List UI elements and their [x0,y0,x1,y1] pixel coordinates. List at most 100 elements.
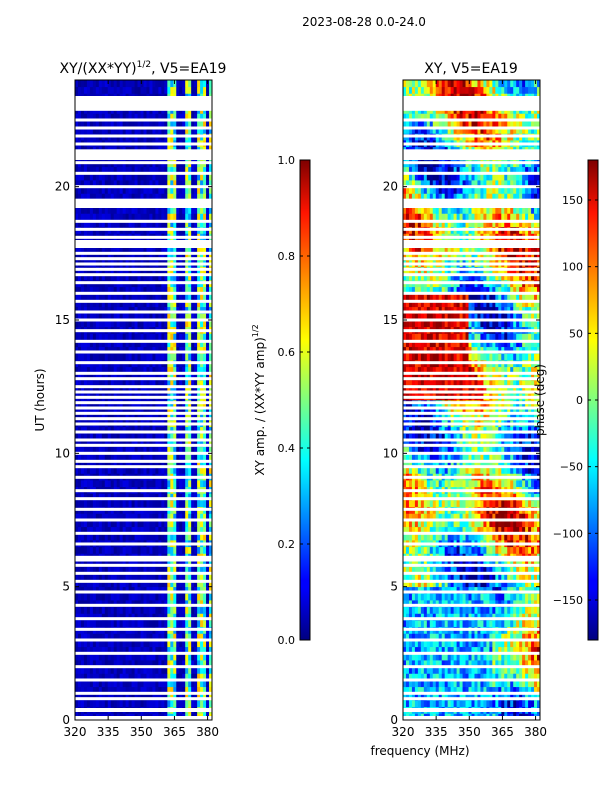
heatmap-cell [110,340,115,348]
heatmap-cell [501,653,505,661]
heatmap-cell [101,673,106,681]
amplitude-flag-overlay [75,96,212,720]
heatmap-cell [137,620,141,628]
heatmap-cell [486,673,490,681]
heatmap-cell [137,653,141,661]
heatmap-cell [197,453,201,461]
heatmap-cell [504,693,508,701]
heatmap-cell [140,433,144,441]
heatmap-cell [203,680,207,688]
heatmap-cell [465,686,469,694]
heatmap-cell [191,573,195,581]
heatmap-cell [152,620,156,628]
heatmap-cell [95,693,100,701]
heatmap-cell [107,333,112,341]
heatmap-cell [137,206,141,214]
heatmap-cell [75,80,79,88]
heatmap-cell [185,253,189,261]
heatmap-cell [134,386,138,394]
heatmap-cell [83,533,88,541]
heatmap-cell [474,660,478,668]
heatmap-cell [164,440,168,448]
heatmap-cell [89,586,94,594]
heatmap-cell [471,680,475,688]
heatmap-cell [173,186,177,194]
heatmap-cell [188,113,192,121]
heatmap-cell [420,686,425,694]
heatmap-cell [101,413,106,421]
heatmap-cell [453,686,458,694]
heatmap-cell [77,566,82,574]
heatmap-cell [125,286,130,294]
heatmap-cell [107,386,112,394]
heatmap-cell [405,700,410,708]
heatmap-cell [80,680,85,688]
heatmap-cell [191,580,195,588]
heatmap-cell [86,520,91,528]
heatmap-cell [86,193,91,201]
heatmap-cell [152,646,156,654]
heatmap-cell [122,466,127,474]
heatmap-cell [92,406,97,414]
heatmap-cell [513,700,517,708]
heatmap-cell [188,580,192,588]
heatmap-cell [107,126,112,134]
heatmap-cell [113,213,118,221]
heatmap-cell [104,306,109,314]
heatmap-cell [200,580,204,588]
heatmap-cell [173,606,177,614]
heatmap-cell [77,366,82,374]
heatmap-cell [122,406,127,414]
heatmap-cell [498,666,502,674]
heatmap-cell [194,560,198,568]
heatmap-cell [200,666,204,674]
heatmap-cell [104,613,109,621]
amplitude-title-superscript: 1/2 [137,60,151,70]
heatmap-cell [149,126,153,134]
heatmap-cell [116,373,121,381]
heatmap-cell [203,500,207,508]
heatmap-cell [110,180,115,188]
heatmap-cell [441,653,446,661]
heatmap-cell [164,446,168,454]
heatmap-cell [191,353,195,361]
heatmap-cell [134,353,138,361]
heatmap-cell [206,86,210,94]
heatmap-cell [194,526,198,534]
heatmap-cell [92,686,97,694]
heatmap-cell [122,460,127,468]
heatmap-cell [101,80,106,88]
heatmap-cell [122,213,127,221]
heatmap-cell [167,213,171,221]
heatmap-cell [188,166,192,174]
heatmap-cell [98,666,103,674]
heatmap-cell [200,640,204,648]
heatmap-cell [119,113,124,121]
heatmap-cell [75,520,79,528]
heatmap-cell [134,186,138,194]
heatmap-cell [149,286,153,294]
heatmap-cell [182,446,186,454]
heatmap-cell [152,593,156,601]
heatmap-cell [155,413,159,421]
heatmap-cell [98,333,103,341]
heatmap-cell [176,180,180,188]
heatmap-cell [92,446,97,454]
flagged-row [75,390,212,394]
heatmap-cell [110,533,115,541]
heatmap-cell [98,380,103,388]
heatmap-cell [80,433,85,441]
heatmap-cell [101,646,106,654]
heatmap-cell [164,613,168,621]
heatmap-cell [101,306,106,314]
heatmap-cell [197,313,201,321]
heatmap-cell [128,560,132,568]
heatmap-cell [158,253,162,261]
heatmap-cell [125,453,130,461]
flagged-row [75,678,212,682]
heatmap-cell [197,426,201,434]
heatmap-cell [209,646,212,654]
heatmap-cell [134,493,138,501]
heatmap-cell [113,246,118,254]
heatmap-cell [182,673,186,681]
